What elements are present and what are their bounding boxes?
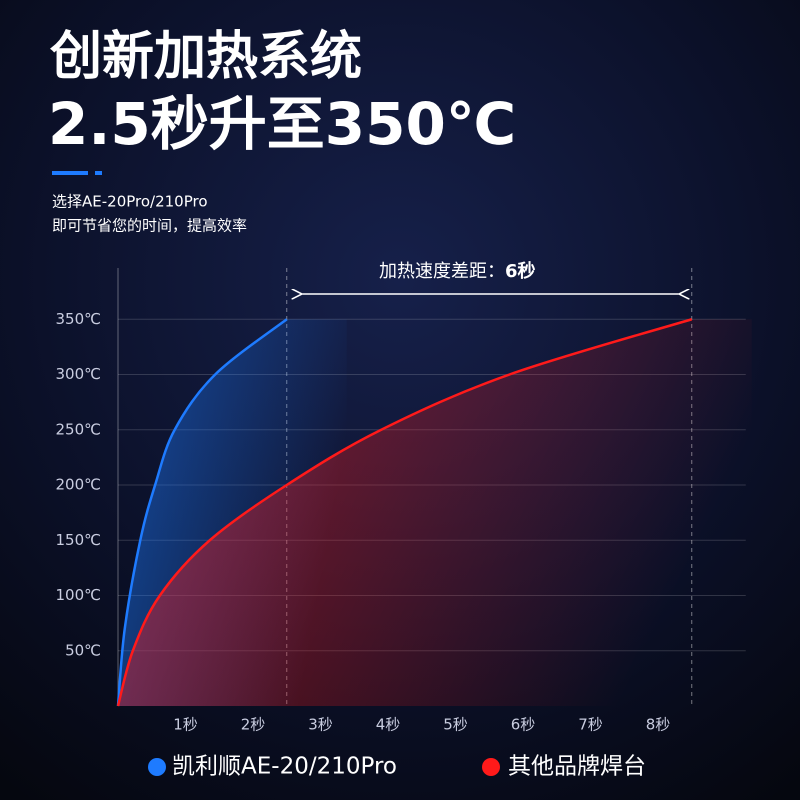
x-tick-label: 6秒 <box>511 716 536 734</box>
y-tick-label: 250℃ <box>56 420 101 438</box>
x-tick-label: 4秒 <box>376 716 401 734</box>
annotation-text: 加热速度差距： <box>379 261 505 282</box>
y-tick-label: 200℃ <box>56 476 101 494</box>
x-tick-label: 3秒 <box>308 716 333 734</box>
subtitle-line: 选择AE-20Pro/210Pro <box>52 193 208 211</box>
legend-marker <box>482 758 500 776</box>
series-line <box>116 318 288 707</box>
x-tick-label: 7秒 <box>578 716 603 734</box>
x-tick-label: 2秒 <box>241 716 266 734</box>
legend-marker <box>148 758 166 776</box>
x-tick-label: 5秒 <box>443 716 468 734</box>
x-tick-label: 1秒 <box>173 716 198 734</box>
y-tick-label: 150℃ <box>56 531 101 549</box>
y-tick-label: 100℃ <box>56 586 101 604</box>
annotation-highlight: 6秒 <box>505 260 536 282</box>
x-tick-label: 8秒 <box>646 716 671 734</box>
legend-label: 其他品牌焊台 <box>508 754 646 780</box>
series-area <box>118 319 752 706</box>
title-line: 2.5秒升至350℃ <box>48 90 516 158</box>
annotation: 加热速度差距：6秒 <box>379 260 536 282</box>
subtitle-line: 即可节省您的时间，提高效率 <box>52 217 247 235</box>
legend-label: 凯利顺AE-20/210Pro <box>172 754 397 780</box>
y-tick-label: 350℃ <box>56 310 101 328</box>
y-tick-label: 50℃ <box>65 641 101 659</box>
y-tick-label: 300℃ <box>56 365 101 383</box>
title-line: 创新加热系统 <box>49 27 362 87</box>
series-line <box>116 318 693 707</box>
